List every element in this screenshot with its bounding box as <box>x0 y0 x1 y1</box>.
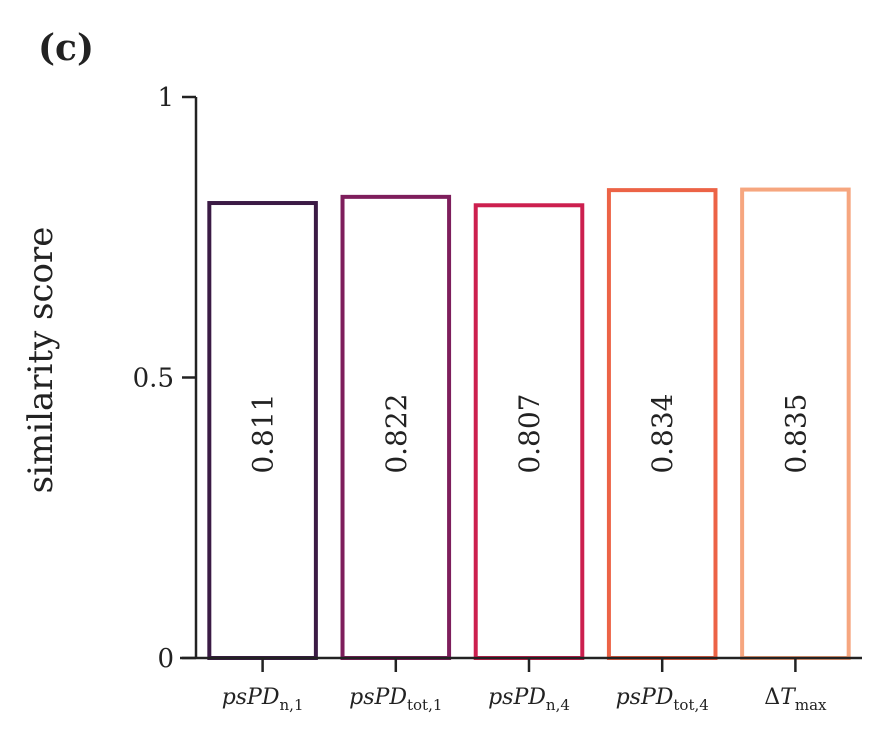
panel-label: (c) <box>38 27 94 69</box>
x-tick-label-base: psPD <box>349 685 407 710</box>
bar-value-label: 0.807 <box>513 394 546 474</box>
x-tick-label-subscript: tot,1 <box>407 696 442 714</box>
bar-value-label: 0.834 <box>646 394 679 474</box>
x-tick-label-base: T <box>780 685 797 710</box>
x-tick-label-subscript: tot,4 <box>673 696 708 714</box>
y-axis-label: similarity score <box>21 227 61 494</box>
x-tick-label: psPDtot,1 <box>349 685 442 714</box>
x-axis: psPDn,1 psPDtot,1 psPDn,4 psPDtot,4 ΔTmax <box>180 656 862 714</box>
x-tick-label-prefix: Δ <box>764 685 780 710</box>
x-tick-label-base: psPD <box>488 685 546 710</box>
y-tick-label: 0 <box>157 644 174 674</box>
x-tick-label-base: psPD <box>222 685 280 710</box>
x-tick-label: psPDn,1 <box>222 685 304 714</box>
x-tick-label-subscript: max <box>795 696 827 714</box>
bar-value-label: 0.835 <box>779 394 812 474</box>
y-tick-label: 1 <box>157 83 174 113</box>
x-tick-label: psPDtot,4 <box>616 685 709 714</box>
bars-group: 0.811 0.822 0.807 0.834 0.835 <box>207 187 851 661</box>
bar-value-label: 0.822 <box>380 394 413 474</box>
y-tick-label: 0.5 <box>133 364 174 394</box>
x-tick-label-subscript: n,1 <box>280 696 304 714</box>
y-axis: 00.51 <box>133 83 198 674</box>
x-tick-label: psPDn,4 <box>488 685 570 714</box>
bar-value-label: 0.811 <box>247 394 280 474</box>
x-tick-label-base: psPD <box>616 685 674 710</box>
x-tick-label: ΔTmax <box>764 685 827 714</box>
x-tick-label-subscript: n,4 <box>546 696 570 714</box>
